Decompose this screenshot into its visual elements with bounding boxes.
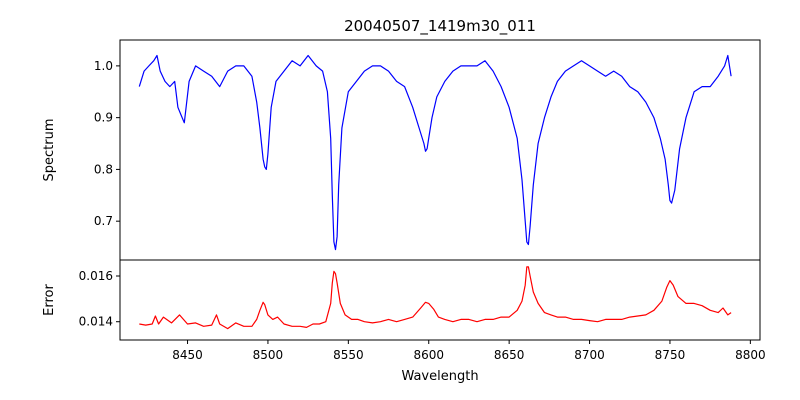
x-tick-label: 8700 [574, 348, 605, 362]
error-plot-area [139, 266, 732, 330]
error-y-tick-label: 0.016 [79, 269, 113, 283]
x-tick-label: 8750 [655, 348, 686, 362]
chart-title: 20040507_1419m30_011 [344, 17, 536, 36]
error-y-label: Error [42, 284, 57, 316]
spectrum-y-tick-label: 0.8 [94, 162, 113, 176]
spectrum-plot-area [138, 54, 732, 251]
spectrum-y-ticks: 0.7 0.8 0.9 1.0 [94, 59, 120, 228]
x-tick-label: 8550 [333, 348, 364, 362]
error-y-tick-label: 0.014 [79, 315, 113, 329]
x-ticks: 8450 8500 8550 8600 8650 8700 8750 8800 [172, 340, 766, 362]
x-tick-label: 8800 [735, 348, 766, 362]
error-series-line [139, 266, 732, 330]
x-tick-label: 8600 [413, 348, 444, 362]
spectrum-series-line [138, 54, 732, 251]
spectrum-y-label: Spectrum [42, 119, 57, 182]
spectrum-y-tick-label: 0.9 [94, 111, 113, 125]
x-tick-label: 8450 [172, 348, 203, 362]
spectrum-y-tick-label: 0.7 [94, 214, 113, 228]
error-frame [119, 259, 761, 341]
spectrum-y-tick-label: 1.0 [94, 59, 113, 73]
x-axis-label: Wavelength [401, 369, 478, 384]
x-tick-label: 8500 [253, 348, 284, 362]
spectrum-panel: 0.7 0.8 0.9 1.0 Spectrum [42, 39, 761, 261]
error-y-ticks: 0.014 0.016 [79, 269, 120, 329]
x-tick-label: 8650 [494, 348, 525, 362]
